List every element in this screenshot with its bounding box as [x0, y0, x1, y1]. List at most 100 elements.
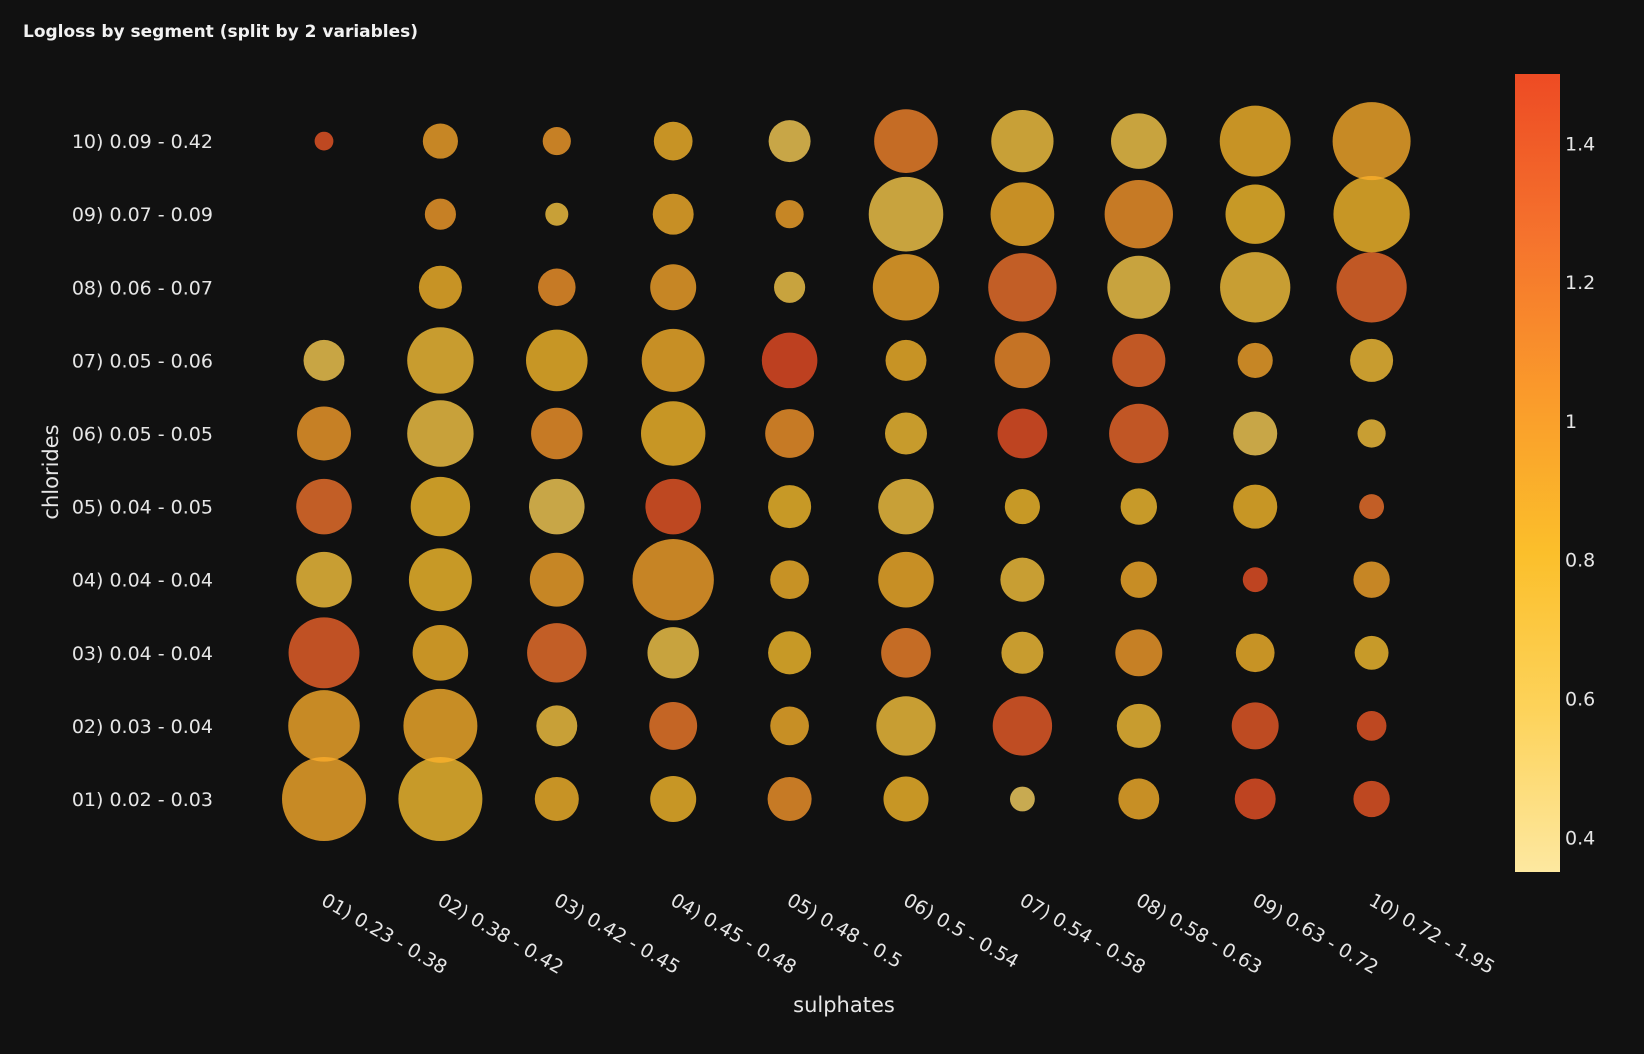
bubble-10) 0.72 - 1.95-02) 0.03 - 0.04[interactable]	[1356, 711, 1387, 741]
bubble-01) 0.23 - 0.38-10) 0.09 - 0.42[interactable]	[314, 131, 334, 151]
bubble-09) 0.63 - 0.72-08) 0.06 - 0.07[interactable]	[1220, 252, 1291, 323]
bubble-03) 0.42 - 0.45-10) 0.09 - 0.42[interactable]	[542, 127, 571, 156]
bubble-04) 0.45 - 0.48-04) 0.04 - 0.04[interactable]	[632, 539, 714, 621]
bubble-06) 0.5 - 0.54-08) 0.06 - 0.07[interactable]	[872, 254, 940, 321]
bubble-05) 0.48 - 0.5-10) 0.09 - 0.42[interactable]	[768, 120, 811, 163]
bubble-02) 0.38 - 0.42-09) 0.07 - 0.09[interactable]	[424, 198, 456, 230]
bubble-08) 0.58 - 0.63-03) 0.04 - 0.04[interactable]	[1115, 629, 1163, 677]
bubble-09) 0.63 - 0.72-02) 0.03 - 0.04[interactable]	[1231, 702, 1279, 750]
bubble-06) 0.5 - 0.54-06) 0.05 - 0.05[interactable]	[885, 412, 927, 455]
bubble-06) 0.5 - 0.54-05) 0.04 - 0.05[interactable]	[878, 478, 934, 535]
bubble-04) 0.45 - 0.48-07) 0.05 - 0.06[interactable]	[641, 328, 705, 392]
bubble-03) 0.42 - 0.45-07) 0.05 - 0.06[interactable]	[526, 329, 588, 392]
bubble-09) 0.63 - 0.72-03) 0.04 - 0.04[interactable]	[1235, 633, 1275, 673]
bubble-06) 0.5 - 0.54-03) 0.04 - 0.04[interactable]	[881, 627, 931, 678]
bubble-08) 0.58 - 0.63-05) 0.04 - 0.05[interactable]	[1120, 488, 1157, 525]
bubble-01) 0.23 - 0.38-06) 0.05 - 0.05[interactable]	[297, 406, 351, 461]
bubble-05) 0.48 - 0.5-08) 0.06 - 0.07[interactable]	[774, 271, 806, 303]
bubble-01) 0.23 - 0.38-07) 0.05 - 0.06[interactable]	[303, 339, 345, 381]
bubble-02) 0.38 - 0.42-10) 0.09 - 0.42[interactable]	[422, 123, 458, 159]
bubble-08) 0.58 - 0.63-10) 0.09 - 0.42[interactable]	[1111, 113, 1167, 169]
bubble-07) 0.54 - 0.58-08) 0.06 - 0.07[interactable]	[988, 253, 1057, 322]
bubble-03) 0.42 - 0.45-05) 0.04 - 0.05[interactable]	[529, 478, 585, 535]
bubble-07) 0.54 - 0.58-06) 0.05 - 0.05[interactable]	[997, 408, 1048, 459]
bubble-09) 0.63 - 0.72-05) 0.04 - 0.05[interactable]	[1233, 484, 1278, 529]
bubble-10) 0.72 - 1.95-06) 0.05 - 0.05[interactable]	[1357, 419, 1386, 448]
bubble-08) 0.58 - 0.63-07) 0.05 - 0.06[interactable]	[1112, 333, 1166, 387]
bubble-04) 0.45 - 0.48-03) 0.04 - 0.04[interactable]	[647, 627, 699, 679]
bubble-03) 0.42 - 0.45-02) 0.03 - 0.04[interactable]	[536, 705, 578, 747]
bubble-09) 0.63 - 0.72-04) 0.04 - 0.04[interactable]	[1242, 567, 1268, 593]
bubble-02) 0.38 - 0.42-08) 0.06 - 0.07[interactable]	[418, 265, 462, 309]
bubble-05) 0.48 - 0.5-06) 0.05 - 0.05[interactable]	[765, 409, 814, 458]
bubble-06) 0.5 - 0.54-07) 0.05 - 0.06[interactable]	[885, 339, 927, 381]
bubble-06) 0.5 - 0.54-04) 0.04 - 0.04[interactable]	[878, 551, 934, 608]
bubble-01) 0.23 - 0.38-02) 0.03 - 0.04[interactable]	[288, 690, 360, 762]
bubble-07) 0.54 - 0.58-01) 0.02 - 0.03[interactable]	[1009, 786, 1035, 812]
bubble-01) 0.23 - 0.38-05) 0.04 - 0.05[interactable]	[296, 478, 352, 535]
bubble-02) 0.38 - 0.42-06) 0.05 - 0.05[interactable]	[407, 400, 474, 467]
bubble-03) 0.42 - 0.45-03) 0.04 - 0.04[interactable]	[527, 623, 587, 683]
bubble-04) 0.45 - 0.48-10) 0.09 - 0.42[interactable]	[653, 121, 693, 161]
bubble-03) 0.42 - 0.45-06) 0.05 - 0.05[interactable]	[531, 407, 583, 460]
bubble-05) 0.48 - 0.5-04) 0.04 - 0.04[interactable]	[770, 560, 809, 600]
bubble-03) 0.42 - 0.45-08) 0.06 - 0.07[interactable]	[538, 268, 576, 307]
bubble-05) 0.48 - 0.5-01) 0.02 - 0.03[interactable]	[767, 776, 812, 822]
bubble-01) 0.23 - 0.38-04) 0.04 - 0.04[interactable]	[296, 551, 352, 608]
bubble-03) 0.42 - 0.45-04) 0.04 - 0.04[interactable]	[529, 552, 584, 607]
bubble-05) 0.48 - 0.5-09) 0.07 - 0.09[interactable]	[775, 200, 804, 229]
bubble-10) 0.72 - 1.95-10) 0.09 - 0.42[interactable]	[1332, 102, 1411, 181]
bubble-02) 0.38 - 0.42-01) 0.02 - 0.03[interactable]	[398, 757, 483, 841]
bubble-05) 0.48 - 0.5-02) 0.03 - 0.04[interactable]	[770, 706, 809, 746]
bubble-01) 0.23 - 0.38-01) 0.02 - 0.03[interactable]	[282, 757, 366, 841]
bubble-09) 0.63 - 0.72-07) 0.05 - 0.06[interactable]	[1237, 342, 1273, 378]
bubble-04) 0.45 - 0.48-06) 0.05 - 0.05[interactable]	[641, 401, 706, 466]
bubble-07) 0.54 - 0.58-07) 0.05 - 0.06[interactable]	[994, 332, 1051, 389]
bubble-09) 0.63 - 0.72-06) 0.05 - 0.05[interactable]	[1233, 411, 1278, 456]
bubble-01) 0.23 - 0.38-03) 0.04 - 0.04[interactable]	[288, 617, 360, 689]
bubble-05) 0.48 - 0.5-05) 0.04 - 0.05[interactable]	[768, 485, 812, 529]
bubble-08) 0.58 - 0.63-04) 0.04 - 0.04[interactable]	[1120, 561, 1157, 598]
bubble-10) 0.72 - 1.95-04) 0.04 - 0.04[interactable]	[1353, 561, 1390, 598]
bubble-04) 0.45 - 0.48-05) 0.04 - 0.05[interactable]	[645, 478, 701, 535]
bubble-10) 0.72 - 1.95-07) 0.05 - 0.06[interactable]	[1350, 338, 1394, 382]
bubble-06) 0.5 - 0.54-02) 0.03 - 0.04[interactable]	[876, 696, 936, 756]
bubble-10) 0.72 - 1.95-09) 0.07 - 0.09[interactable]	[1333, 176, 1410, 253]
bubble-04) 0.45 - 0.48-01) 0.02 - 0.03[interactable]	[650, 775, 697, 823]
bubble-07) 0.54 - 0.58-10) 0.09 - 0.42[interactable]	[991, 109, 1054, 173]
bubble-05) 0.48 - 0.5-03) 0.04 - 0.04[interactable]	[768, 631, 812, 675]
bubble-02) 0.38 - 0.42-05) 0.04 - 0.05[interactable]	[410, 476, 471, 537]
bubble-10) 0.72 - 1.95-05) 0.04 - 0.05[interactable]	[1359, 494, 1385, 520]
bubble-09) 0.63 - 0.72-10) 0.09 - 0.42[interactable]	[1219, 105, 1291, 177]
bubble-10) 0.72 - 1.95-08) 0.06 - 0.07[interactable]	[1336, 252, 1407, 323]
bubble-07) 0.54 - 0.58-09) 0.07 - 0.09[interactable]	[990, 182, 1055, 247]
bubble-09) 0.63 - 0.72-01) 0.02 - 0.03[interactable]	[1234, 778, 1276, 820]
bubble-02) 0.38 - 0.42-02) 0.03 - 0.04[interactable]	[403, 688, 478, 763]
bubble-02) 0.38 - 0.42-07) 0.05 - 0.06[interactable]	[407, 327, 474, 394]
bubble-08) 0.58 - 0.63-01) 0.02 - 0.03[interactable]	[1118, 778, 1160, 820]
bubble-10) 0.72 - 1.95-01) 0.02 - 0.03[interactable]	[1353, 780, 1390, 818]
bubble-06) 0.5 - 0.54-10) 0.09 - 0.42[interactable]	[874, 109, 938, 173]
bubble-07) 0.54 - 0.58-04) 0.04 - 0.04[interactable]	[1000, 557, 1045, 602]
bubble-07) 0.54 - 0.58-03) 0.04 - 0.04[interactable]	[1001, 631, 1044, 674]
bubble-06) 0.5 - 0.54-09) 0.07 - 0.09[interactable]	[868, 176, 944, 252]
bubble-03) 0.42 - 0.45-09) 0.07 - 0.09[interactable]	[545, 202, 569, 226]
x-tick-label: 03) 0.42 - 0.45	[550, 889, 683, 979]
bubble-06) 0.5 - 0.54-01) 0.02 - 0.03[interactable]	[883, 776, 929, 822]
bubble-08) 0.58 - 0.63-02) 0.03 - 0.04[interactable]	[1116, 703, 1161, 748]
bubble-04) 0.45 - 0.48-08) 0.06 - 0.07[interactable]	[650, 264, 697, 311]
bubble-07) 0.54 - 0.58-02) 0.03 - 0.04[interactable]	[992, 696, 1053, 756]
bubble-03) 0.42 - 0.45-01) 0.02 - 0.03[interactable]	[534, 776, 579, 822]
bubble-09) 0.63 - 0.72-09) 0.07 - 0.09[interactable]	[1225, 184, 1285, 244]
bubble-02) 0.38 - 0.42-03) 0.04 - 0.04[interactable]	[412, 625, 469, 681]
bubble-08) 0.58 - 0.63-08) 0.06 - 0.07[interactable]	[1107, 255, 1171, 319]
x-tick-label: 04) 0.45 - 0.48	[667, 889, 800, 979]
bubble-08) 0.58 - 0.63-09) 0.07 - 0.09[interactable]	[1104, 180, 1173, 249]
bubble-07) 0.54 - 0.58-05) 0.04 - 0.05[interactable]	[1004, 489, 1040, 525]
bubble-10) 0.72 - 1.95-03) 0.04 - 0.04[interactable]	[1354, 635, 1389, 670]
bubble-02) 0.38 - 0.42-04) 0.04 - 0.04[interactable]	[408, 548, 472, 612]
bubble-08) 0.58 - 0.63-06) 0.05 - 0.05[interactable]	[1109, 403, 1169, 464]
bubble-04) 0.45 - 0.48-09) 0.07 - 0.09[interactable]	[652, 193, 694, 235]
bubble-05) 0.48 - 0.5-07) 0.05 - 0.06[interactable]	[761, 332, 818, 389]
bubble-04) 0.45 - 0.48-02) 0.03 - 0.04[interactable]	[649, 701, 698, 750]
